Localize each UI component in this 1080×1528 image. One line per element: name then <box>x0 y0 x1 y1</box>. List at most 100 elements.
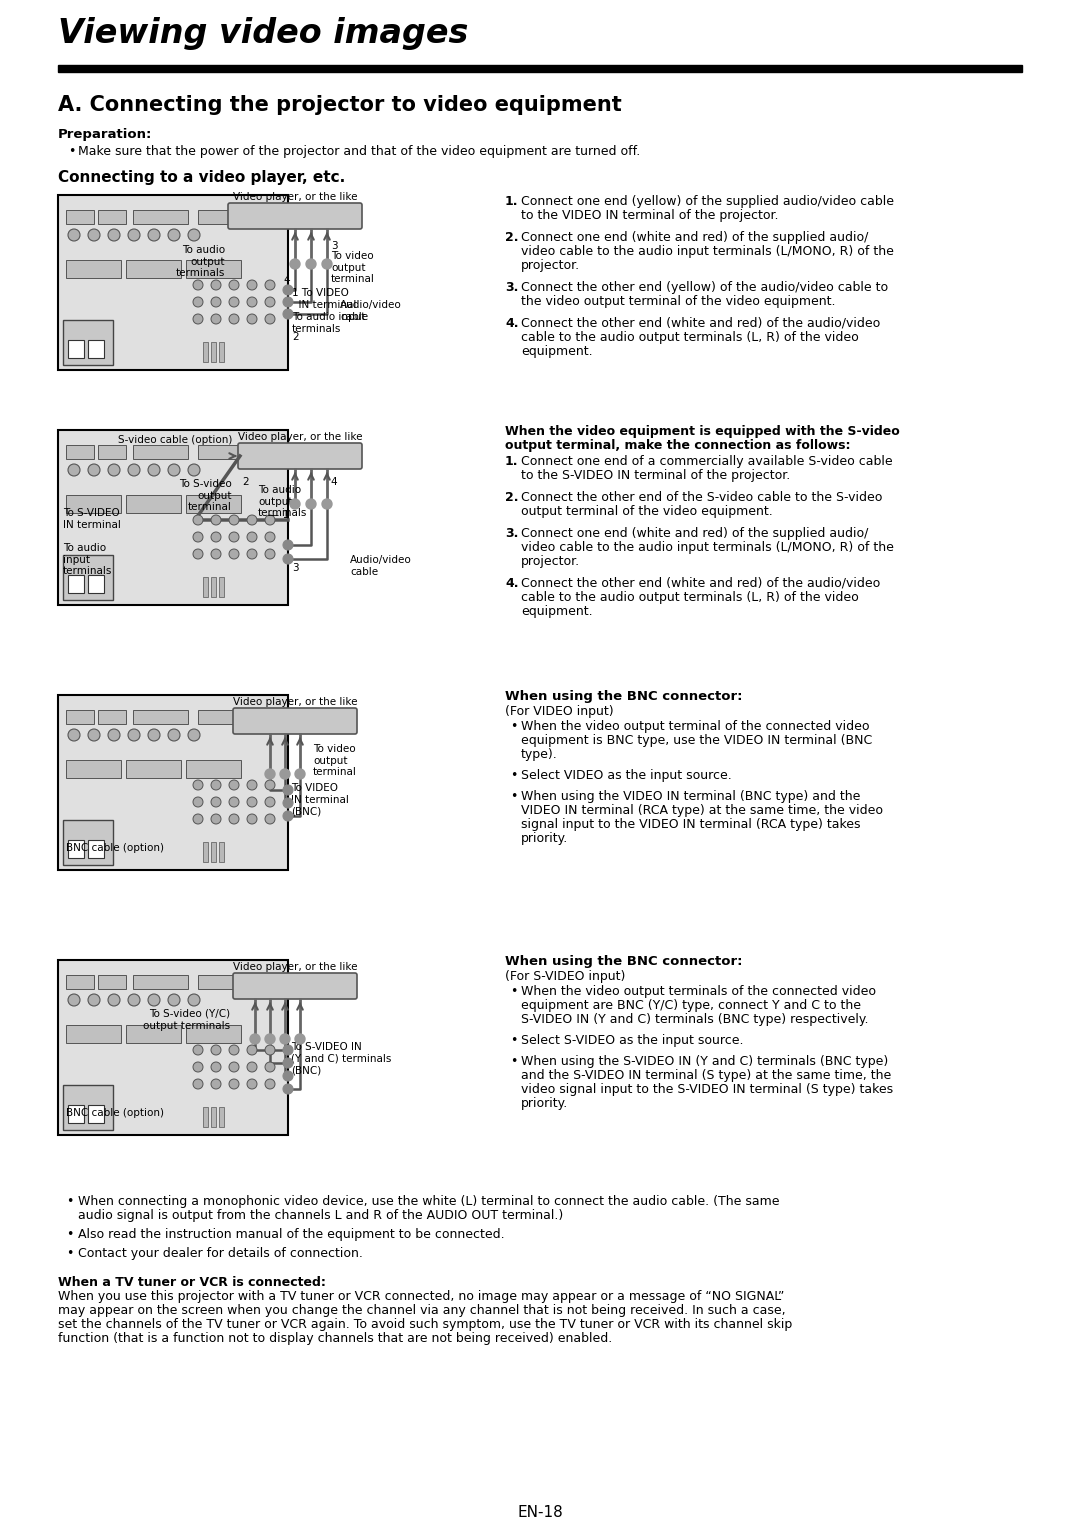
Bar <box>219 842 224 862</box>
Text: output terminal of the video equipment.: output terminal of the video equipment. <box>521 504 773 518</box>
Circle shape <box>283 309 293 319</box>
Circle shape <box>211 532 221 542</box>
Text: output terminal, make the connection as follows:: output terminal, make the connection as … <box>505 439 851 452</box>
Text: Viewing video images: Viewing video images <box>58 17 469 50</box>
Circle shape <box>265 798 275 807</box>
Text: Video player, or the like: Video player, or the like <box>238 432 362 442</box>
Circle shape <box>193 515 203 526</box>
Circle shape <box>129 729 140 741</box>
Circle shape <box>322 260 332 269</box>
Bar <box>68 1105 84 1123</box>
Circle shape <box>247 280 257 290</box>
Text: To audio
input
terminals: To audio input terminals <box>63 542 112 576</box>
Circle shape <box>322 500 332 509</box>
Text: When using the BNC connector:: When using the BNC connector: <box>505 955 743 969</box>
Text: 1.: 1. <box>505 196 518 208</box>
Circle shape <box>68 729 80 741</box>
Text: To S-VIDEO
IN terminal: To S-VIDEO IN terminal <box>63 507 121 530</box>
Text: •: • <box>66 1247 73 1261</box>
Bar <box>58 429 288 605</box>
Text: To video
output
terminal: To video output terminal <box>313 744 356 778</box>
Circle shape <box>229 280 239 290</box>
Circle shape <box>68 995 80 1005</box>
Text: and the S-VIDEO IN terminal (S type) at the same time, the: and the S-VIDEO IN terminal (S type) at … <box>521 1070 891 1082</box>
Text: Make sure that the power of the projector and that of the video equipment are tu: Make sure that the power of the projecto… <box>78 145 640 157</box>
Circle shape <box>247 814 257 824</box>
Text: 4.: 4. <box>505 578 518 590</box>
Circle shape <box>193 798 203 807</box>
Circle shape <box>265 532 275 542</box>
Text: to the VIDEO IN terminal of the projector.: to the VIDEO IN terminal of the projecto… <box>521 209 779 222</box>
Circle shape <box>280 1034 291 1044</box>
Circle shape <box>265 1062 275 1073</box>
Circle shape <box>129 229 140 241</box>
Circle shape <box>211 814 221 824</box>
Circle shape <box>168 229 180 241</box>
Text: Select VIDEO as the input source.: Select VIDEO as the input source. <box>521 769 732 782</box>
Bar <box>87 840 104 859</box>
Circle shape <box>87 995 100 1005</box>
Bar <box>63 319 113 365</box>
Circle shape <box>229 798 239 807</box>
Bar <box>126 759 181 778</box>
Circle shape <box>168 465 180 477</box>
Circle shape <box>211 1062 221 1073</box>
Text: When a TV tuner or VCR is connected:: When a TV tuner or VCR is connected: <box>58 1276 326 1290</box>
Text: 4: 4 <box>330 477 337 487</box>
Circle shape <box>247 1062 257 1073</box>
Circle shape <box>306 260 316 269</box>
Text: EN-18: EN-18 <box>517 1505 563 1520</box>
Circle shape <box>247 1045 257 1054</box>
FancyBboxPatch shape <box>238 443 362 469</box>
Circle shape <box>68 465 80 477</box>
Circle shape <box>193 1062 203 1073</box>
FancyBboxPatch shape <box>228 203 362 229</box>
Circle shape <box>87 229 100 241</box>
Text: 4.: 4. <box>505 316 518 330</box>
Bar <box>211 578 216 597</box>
Bar <box>68 575 84 593</box>
Bar <box>243 445 281 458</box>
Bar <box>63 821 113 865</box>
Text: projector.: projector. <box>521 260 580 272</box>
Circle shape <box>193 532 203 542</box>
Circle shape <box>247 296 257 307</box>
Bar <box>211 1106 216 1128</box>
Bar <box>186 759 241 778</box>
Circle shape <box>247 798 257 807</box>
Circle shape <box>265 549 275 559</box>
Text: When using the BNC connector:: When using the BNC connector: <box>505 691 743 703</box>
Text: Connect the other end (white and red) of the audio/video: Connect the other end (white and red) of… <box>521 316 880 330</box>
Circle shape <box>265 296 275 307</box>
Circle shape <box>148 229 160 241</box>
Bar <box>133 975 188 989</box>
Bar <box>63 555 113 601</box>
Text: Connect one end (white and red) of the supplied audio/: Connect one end (white and red) of the s… <box>521 231 868 244</box>
Bar <box>58 960 288 1135</box>
Circle shape <box>68 229 80 241</box>
Circle shape <box>229 779 239 790</box>
Text: To S-VIDEO IN
(Y and C) terminals
(BNC): To S-VIDEO IN (Y and C) terminals (BNC) <box>291 1042 391 1076</box>
Text: Connect the other end of the S-video cable to the S-video: Connect the other end of the S-video cab… <box>521 490 882 504</box>
Text: — 1: — 1 <box>268 510 289 520</box>
FancyBboxPatch shape <box>233 707 357 733</box>
Bar <box>98 975 126 989</box>
Circle shape <box>229 549 239 559</box>
Bar <box>87 1105 104 1123</box>
Circle shape <box>148 995 160 1005</box>
Circle shape <box>265 769 275 779</box>
Bar <box>58 196 288 370</box>
Text: cable to the audio output terminals (L, R) of the video: cable to the audio output terminals (L, … <box>521 332 859 344</box>
Text: (For S-VIDEO input): (For S-VIDEO input) <box>505 970 625 983</box>
Bar <box>243 975 281 989</box>
Text: video signal input to the S-VIDEO IN terminal (S type) takes: video signal input to the S-VIDEO IN ter… <box>521 1083 893 1096</box>
Bar <box>211 842 216 862</box>
Circle shape <box>168 995 180 1005</box>
Bar <box>68 840 84 859</box>
Text: S-video cable (option): S-video cable (option) <box>118 435 232 445</box>
Text: video cable to the audio input terminals (L/MONO, R) of the: video cable to the audio input terminals… <box>521 244 894 258</box>
Circle shape <box>193 296 203 307</box>
Bar <box>203 842 208 862</box>
Text: To audio
output
terminals: To audio output terminals <box>176 244 225 278</box>
Text: Connect the other end (white and red) of the audio/video: Connect the other end (white and red) of… <box>521 578 880 590</box>
